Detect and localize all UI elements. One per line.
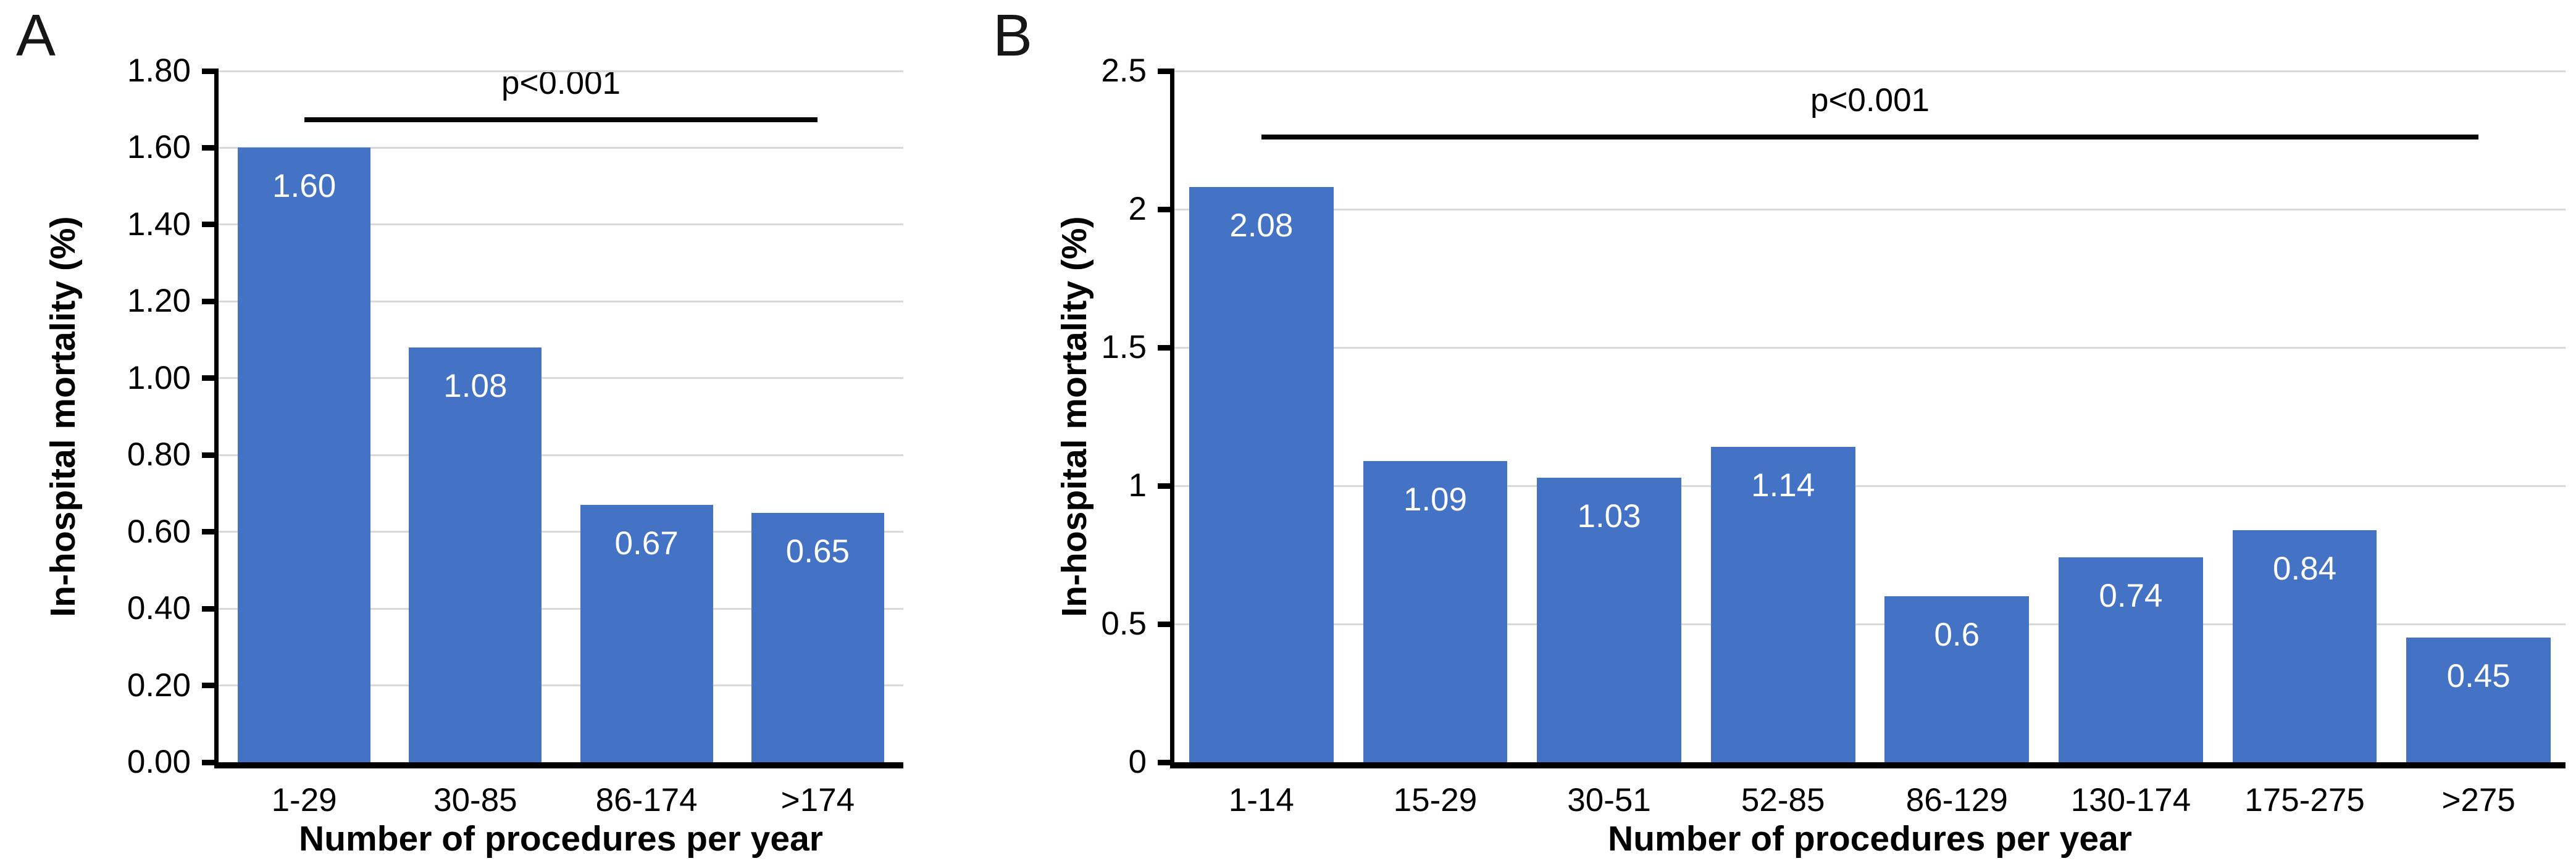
x-tick-label: 1-29 (271, 782, 337, 818)
bar-value-label: 1.60 (272, 168, 337, 205)
y-tick-label: 0 (1128, 744, 1147, 780)
bar (409, 347, 542, 762)
y-gridline (219, 531, 903, 533)
panel-b-plot-area: In-hospital mortality (%) Number of proc… (1055, 52, 2566, 859)
y-tick-label: 0.00 (127, 744, 191, 780)
bar (238, 148, 371, 762)
y-gridline (219, 300, 903, 302)
x-tick-label: >174 (780, 782, 855, 818)
bar-value-label: 1.14 (1751, 467, 1815, 504)
y-gridline (1174, 485, 2566, 487)
y-gridline (1174, 623, 2566, 625)
bar-value-label: 0.65 (785, 533, 850, 570)
y-gridline (219, 607, 903, 610)
y-tick-label: 0.5 (1101, 605, 1147, 642)
bar-value-label: 0.6 (1934, 617, 1980, 654)
y-gridline (219, 146, 903, 149)
y-gridline (1174, 208, 2566, 210)
bar-value-label: 2.08 (1229, 207, 1294, 244)
y-gridline (1174, 346, 2566, 349)
bar-value-label: 0.67 (614, 525, 679, 562)
y-axis-tick (202, 683, 219, 689)
bar (2406, 638, 2551, 762)
y-axis-tick (202, 68, 219, 74)
bar-value-label: 1.08 (443, 368, 508, 404)
y-axis-tick (1158, 206, 1174, 212)
y-axis-tick (1158, 483, 1174, 489)
y-axis-tick (1158, 344, 1174, 351)
y-axis-tick (1158, 759, 1174, 765)
bar (1537, 477, 1681, 762)
y-tick-label: 0.80 (127, 436, 191, 473)
x-tick-label: 130-174 (2070, 782, 2191, 818)
y-tick-label: 1 (1128, 467, 1147, 504)
y-axis-tick (202, 605, 219, 612)
bar-value-label: 0.74 (2099, 578, 2163, 615)
panel-b-significance-line (1261, 135, 2479, 140)
bar (1189, 187, 1334, 762)
bar-value-label: 0.84 (2272, 550, 2337, 587)
bar (1363, 460, 1508, 762)
y-tick-label: 1.20 (127, 283, 191, 320)
panel-b-y-axis-title: In-hospital mortality (%) (1055, 216, 1094, 617)
y-gridline (219, 377, 903, 380)
x-tick-label: 30-51 (1567, 782, 1651, 818)
y-tick-label: 0.60 (127, 513, 191, 550)
y-tick-label: 0.40 (127, 590, 191, 627)
bar (2232, 530, 2377, 762)
panel-a-letter: A (16, 2, 56, 69)
y-gridline (219, 70, 903, 72)
y-tick-label: 1.40 (127, 206, 191, 243)
bar (2059, 557, 2203, 762)
bar (1710, 447, 1855, 762)
y-tick-label: 1.60 (127, 129, 191, 166)
x-tick-label: 86-129 (1905, 782, 2008, 818)
panel-a-x-axis-title: Number of procedures per year (299, 819, 823, 859)
bar-value-label: 0.45 (2446, 658, 2511, 695)
x-tick-label: >275 (2441, 782, 2515, 818)
bar (580, 505, 713, 762)
y-axis-tick (202, 144, 219, 151)
y-axis-tick (1158, 68, 1174, 74)
panel-a-significance-line (304, 117, 818, 122)
y-axis-tick (202, 452, 219, 458)
y-tick-label: 1.80 (127, 52, 191, 89)
y-axis-tick (202, 298, 219, 304)
y-axis-tick (202, 759, 219, 765)
y-tick-label: 1.5 (1101, 329, 1147, 365)
panel-b-x-axis-title: Number of procedures per year (1608, 819, 2132, 859)
y-tick-label: 1.00 (127, 359, 191, 396)
bar-value-label: 1.03 (1577, 497, 1641, 534)
y-gridline (219, 454, 903, 456)
y-gridline (219, 223, 903, 226)
y-axis-tick (202, 222, 219, 228)
y-tick-label: 2.5 (1101, 52, 1147, 89)
x-tick-label: 1-14 (1228, 782, 1294, 818)
x-tick-label: 175-275 (2244, 782, 2365, 818)
panel-a-y-axis-title: In-hospital mortality (%) (43, 216, 83, 617)
bar-value-label: 1.09 (1403, 481, 1467, 518)
x-tick-label: 30-85 (433, 782, 517, 818)
bar (751, 512, 884, 762)
x-tick-label: 52-85 (1741, 782, 1825, 818)
panel-b-letter: B (993, 2, 1033, 69)
bar (1884, 596, 2030, 762)
y-tick-label: 2 (1128, 191, 1147, 227)
y-axis-tick (202, 529, 219, 535)
y-axis-tick (1158, 621, 1174, 627)
y-gridline (219, 684, 903, 687)
x-tick-label: 86-174 (595, 782, 698, 818)
y-axis-tick (202, 375, 219, 381)
x-tick-label: 15-29 (1393, 782, 1478, 818)
y-gridline (1174, 70, 2566, 72)
panel-b-p-value-label: p<0.001 (1810, 82, 1930, 119)
panel-a-plot-area: In-hospital mortality (%) Number of proc… (43, 52, 903, 859)
y-tick-label: 0.20 (127, 667, 191, 704)
